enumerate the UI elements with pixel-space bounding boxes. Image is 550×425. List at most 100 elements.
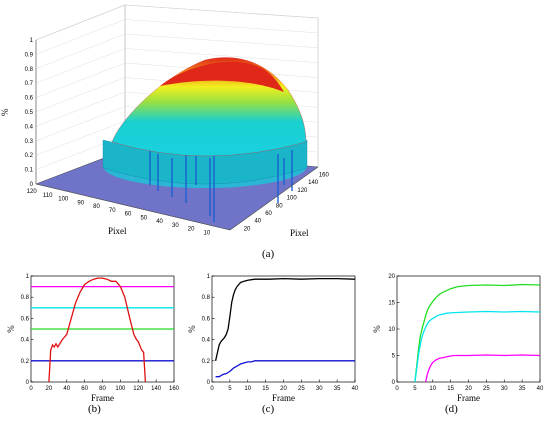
z-grid-right <box>124 19 319 34</box>
y-tick-label: 100 <box>287 196 298 202</box>
x-tick-label: 15 <box>262 386 269 392</box>
x-tick-label: 0 <box>29 386 33 392</box>
y-tick-label: 80 <box>276 203 283 209</box>
y-tick-label: 10 <box>388 327 395 333</box>
plot-area <box>396 275 541 383</box>
z-grid-left <box>35 91 126 127</box>
x-tick-label: 10 <box>244 386 251 392</box>
y-tick-label: 0 <box>392 380 396 386</box>
caption-a: (a) <box>262 248 275 260</box>
y-tick-label: 0.2 <box>21 359 30 365</box>
z-grid-right <box>124 4 319 19</box>
y-axis-label: % <box>372 325 382 333</box>
panel-d-chart: 0 5 10 15 20 0 5 10 15 20 25 30 35 40 Frame% <box>372 274 544 403</box>
x-tick-label: 120 <box>27 189 38 195</box>
panel-a-xlabel: Pixel <box>108 226 127 236</box>
z-tick-label: 0.4 <box>25 124 34 130</box>
x-tick-label: 20 <box>280 386 287 392</box>
x-tick-label: 110 <box>43 193 53 199</box>
panel-a-zlabel: % <box>0 108 10 116</box>
y-tick-label: 1 <box>207 274 211 280</box>
panel-a-surface: 00.10.20.30.40.50.60.70.80.9110203040506… <box>0 4 330 238</box>
x-axis-label: Frame <box>457 393 480 403</box>
z-grid-left <box>35 135 126 170</box>
x-tick-label: 5 <box>228 386 232 392</box>
y-tick-label: 60 <box>265 211 272 217</box>
y-tick-label: 0 <box>207 380 211 386</box>
y-tick-label: 20 <box>388 274 395 280</box>
x-tick-label: 80 <box>93 204 100 210</box>
series-line-0 <box>214 277 356 361</box>
z-tick-label: 0.1 <box>25 168 34 174</box>
x-tick-label: 35 <box>334 386 341 392</box>
surface-cap <box>160 61 284 92</box>
x-tick-label: 40 <box>156 219 163 225</box>
y-tick-label: 20 <box>244 226 251 232</box>
z-tick-label: 0.5 <box>25 110 34 116</box>
x-tick-label: 60 <box>81 386 88 392</box>
y-axis-label: % <box>6 325 16 333</box>
z-grid-right <box>124 48 319 63</box>
x-tick-label: 50 <box>140 215 147 221</box>
series-line-0 <box>414 283 541 383</box>
z-grid-left <box>35 4 126 41</box>
x-tick-label: 30 <box>172 223 179 229</box>
y-axis-label: % <box>187 325 197 333</box>
y-tick-label: 0.2 <box>202 359 211 365</box>
y-tick-label: 0.8 <box>202 295 211 301</box>
x-tick-label: 0 <box>210 386 214 392</box>
x-tick-label: 35 <box>519 386 526 392</box>
z-tick-label: 0.2 <box>25 153 34 159</box>
z-tick-label: 1 <box>30 38 34 44</box>
y-tick-label: 120 <box>297 188 308 194</box>
caption-c: (c) <box>262 403 275 415</box>
y-tick-label: 1 <box>26 274 30 280</box>
x-tick-label: 10 <box>429 386 436 392</box>
y-tick-label: 140 <box>308 180 319 186</box>
x-tick-label: 70 <box>109 208 116 214</box>
x-tick-label: 20 <box>188 227 195 233</box>
z-grid-left <box>35 62 126 98</box>
plot-area <box>211 275 356 383</box>
y-tick-label: 5 <box>392 354 396 360</box>
x-tick-label: 80 <box>99 386 106 392</box>
x-axis-label: Frame <box>91 393 114 403</box>
z-tick-label: 0.3 <box>25 139 34 145</box>
series-line-4 <box>48 277 147 383</box>
x-tick-label: 30 <box>316 386 323 392</box>
series-line-1 <box>215 360 355 378</box>
y-tick-label: 0.4 <box>21 338 30 344</box>
y-tick-label: 40 <box>254 219 261 225</box>
x-tick-label: 0 <box>395 386 399 392</box>
x-tick-label: 20 <box>46 386 53 392</box>
z-tick-label: 0.7 <box>25 81 34 87</box>
x-tick-label: 30 <box>501 386 508 392</box>
x-tick-label: 40 <box>63 386 70 392</box>
panel-b-chart: 0 0.2 0.4 0.6 0.8 1 0 20 40 60 80 100 120 140 160 Frame… <box>6 274 180 403</box>
z-tick-label: 0 <box>30 182 34 188</box>
x-tick-label: 120 <box>133 386 144 392</box>
x-tick-label: 40 <box>537 386 544 392</box>
x-tick-label: 90 <box>77 200 84 206</box>
x-tick-label: 25 <box>298 386 305 392</box>
caption-d: (d) <box>445 403 458 415</box>
x-tick-label: 20 <box>465 386 472 392</box>
x-tick-label: 60 <box>125 212 132 218</box>
x-tick-label: 40 <box>352 386 359 392</box>
x-tick-label: 140 <box>151 386 162 392</box>
caption-b: (b) <box>88 403 101 415</box>
z-tick-label: 0.9 <box>25 52 34 58</box>
z-grid-left <box>35 33 126 69</box>
x-tick-label: 15 <box>447 386 454 392</box>
z-tick-label: 0.6 <box>25 96 34 102</box>
y-tick-label: 160 <box>319 173 330 179</box>
z-grid-right <box>124 33 319 48</box>
x-tick-label: 25 <box>483 386 490 392</box>
series-line-2 <box>424 354 541 383</box>
y-tick-label: 0 <box>26 380 30 386</box>
x-tick-label: 100 <box>115 386 126 392</box>
x-tick-label: 100 <box>58 197 69 203</box>
series-line-1 <box>414 310 541 383</box>
